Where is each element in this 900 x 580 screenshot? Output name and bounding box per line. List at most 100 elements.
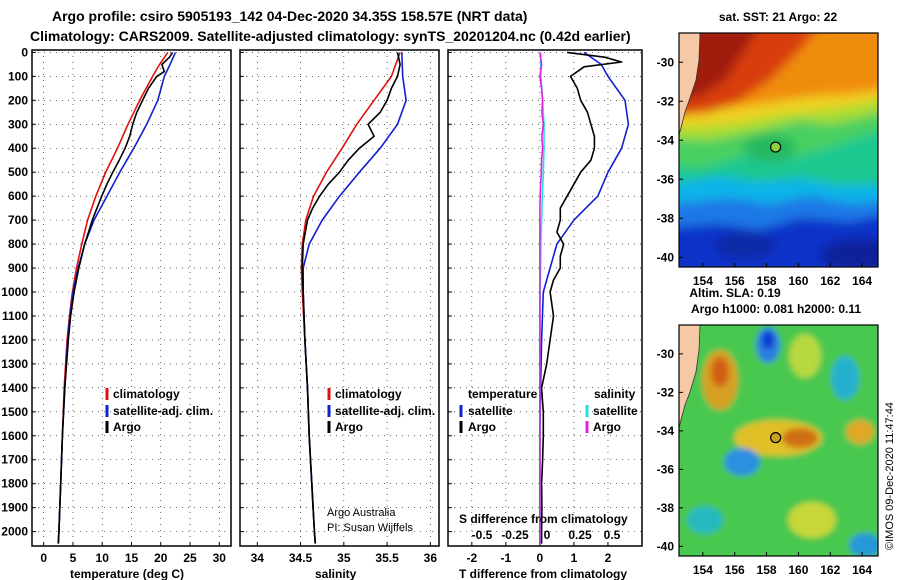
depth-tick-label: 1400 xyxy=(1,381,28,395)
lat-tick-label: -36 xyxy=(657,172,675,186)
s-tick-label: 0.5 xyxy=(604,528,621,542)
credit-line-1: Argo Australia xyxy=(327,507,396,519)
depth-tick-label: 0 xyxy=(21,45,28,59)
difference-grid xyxy=(448,50,642,546)
temperature-axes-frame xyxy=(31,49,232,547)
lon-tick-label: 162 xyxy=(820,274,840,288)
sla-high-2 xyxy=(789,334,821,378)
x-tick-label: 20 xyxy=(154,551,168,565)
sst-map-tick-labels: 154 156 158 160 162 164 -30 -32 -34 -36 -38 -40 xyxy=(657,55,873,288)
depth-tick-label: 1000 xyxy=(1,285,28,299)
sst-map-field xyxy=(679,33,878,267)
salinity-axes-frame xyxy=(239,49,440,547)
legend-salinity-title: salinity xyxy=(594,387,636,401)
lat-tick-label: -30 xyxy=(657,55,675,69)
sla-argo-marker xyxy=(770,432,782,444)
lat-tick-label: -30 xyxy=(657,347,675,361)
lat-tick-label: -32 xyxy=(657,385,675,399)
x-tick-label: -1 xyxy=(501,551,512,565)
legend-temperature-title: temperature xyxy=(468,387,538,401)
sst-eddy-green xyxy=(744,134,796,162)
depth-tick-label: 2000 xyxy=(1,525,28,539)
sla-map-title-1: Altim. SLA: 0.19 xyxy=(689,286,781,300)
lon-tick-label: 154 xyxy=(693,563,713,577)
title-line-1: Argo profile: csiro 5905193_142 04-Dec-2… xyxy=(52,8,527,24)
credit-line-2: PI: Susan Wijffels xyxy=(327,522,413,534)
sla-low-2 xyxy=(724,448,760,476)
depth-tick-labels: 0 100 200 300 400 500 600 700 800 900 1000 1100 1200… xyxy=(1,45,28,538)
x-tick-label: 0 xyxy=(537,551,544,565)
lat-tick-label: -36 xyxy=(657,462,675,476)
sst-cool-pool xyxy=(820,239,878,267)
lat-tick-label: -40 xyxy=(657,250,675,264)
lon-tick-label: 156 xyxy=(725,274,745,288)
lon-tick-label: 160 xyxy=(788,563,808,577)
depth-tick-label: 700 xyxy=(8,213,28,227)
x-tick-label: 1 xyxy=(571,551,578,565)
series-line-s-argo xyxy=(539,52,545,544)
depth-tick-label: 600 xyxy=(8,189,28,203)
temperature-panel: 0100200300400500600700800900100011001200… xyxy=(1,45,232,580)
sst-coastline-land xyxy=(679,33,701,136)
s-tick-label: 0 xyxy=(544,528,551,542)
salinity-xlabel: salinity xyxy=(315,567,357,580)
x-tick-label: 36 xyxy=(424,551,438,565)
lat-tick-label: -32 xyxy=(657,94,675,108)
lon-tick-label: 160 xyxy=(788,274,808,288)
t-difference-xlabel: T difference from climatology xyxy=(459,567,627,580)
sla-map-field xyxy=(679,325,878,556)
x-tick-label: 0 xyxy=(40,551,47,565)
difference-axes-frame xyxy=(447,49,643,547)
depth-tick-label: 1300 xyxy=(1,357,28,371)
series-line-t-satellite xyxy=(539,51,630,544)
series-line-argo xyxy=(57,51,174,544)
x-tick-label: 30 xyxy=(213,551,227,565)
x-tick-label: 35 xyxy=(337,551,351,565)
legend-t-argo-label: Argo xyxy=(468,420,496,434)
legend-climatology-label: climatology xyxy=(113,387,180,401)
sst-map-title: sat. SST: 21 Argo: 22 xyxy=(719,10,838,24)
depth-tick-label: 1100 xyxy=(2,309,28,323)
legend-argo-label: Argo xyxy=(113,420,141,434)
lon-tick-label: 158 xyxy=(757,274,777,288)
series-line-t-argo xyxy=(540,51,623,544)
depth-tick-label: 100 xyxy=(8,69,28,83)
depth-tick-label: 900 xyxy=(8,261,28,275)
temperature-legend: climatology satellite-adj. clim. Argo xyxy=(105,387,213,434)
legend-satellite-label: satellite-adj. clim. xyxy=(113,404,213,418)
x-tick-label: 34.5 xyxy=(289,551,313,565)
sst-map-panel: sat. SST: 21 Argo: 22 154 156 158 160 16 xyxy=(657,10,879,288)
sla-low-4 xyxy=(687,506,723,534)
sla-low-5 xyxy=(849,533,878,556)
depth-tick-label: 200 xyxy=(8,93,28,107)
sst-map-frame xyxy=(678,32,879,268)
depth-tick-label: 1600 xyxy=(1,429,28,443)
depth-tick-label: 1900 xyxy=(1,501,28,515)
x-tick-label: 35.5 xyxy=(375,551,399,565)
series-line-climatology xyxy=(57,51,169,544)
s-difference-tick-labels: -0.5 -0.25 0 0.25 0.5 xyxy=(472,528,621,542)
lon-tick-label: 156 xyxy=(725,563,745,577)
sla-high-4 xyxy=(846,420,874,444)
lon-tick-label: 154 xyxy=(693,274,713,288)
depth-tick-label: 1700 xyxy=(1,453,28,467)
salinity-grid xyxy=(240,50,439,546)
legend-argo-label: Argo xyxy=(335,420,363,434)
sst-eddy-blue xyxy=(715,231,775,259)
series-line-argo xyxy=(301,52,401,544)
sla-low-3 xyxy=(831,356,859,400)
x-tick-label: -2 xyxy=(466,551,477,565)
depth-tick-label: 500 xyxy=(8,165,28,179)
temperature-xlabel: temperature (deg C) xyxy=(70,567,184,580)
series-line-climatology xyxy=(300,52,401,544)
sla-high-5 xyxy=(788,502,836,538)
legend-satellite-label: satellite-adj. clim. xyxy=(335,404,435,418)
depth-tick-label: 1500 xyxy=(1,405,28,419)
x-tick-label: 10 xyxy=(96,551,110,565)
salinity-lines xyxy=(300,52,407,544)
difference-lines xyxy=(539,51,630,544)
temperature-tick-labels: 0 5 10 15 20 25 30 xyxy=(40,551,226,565)
sla-coastline-land xyxy=(679,325,701,429)
lat-tick-label: -34 xyxy=(657,133,675,147)
lon-tick-label: 164 xyxy=(852,563,872,577)
